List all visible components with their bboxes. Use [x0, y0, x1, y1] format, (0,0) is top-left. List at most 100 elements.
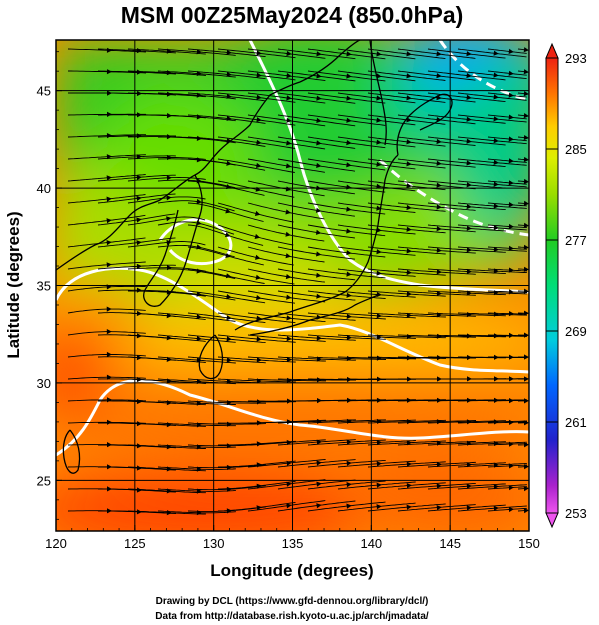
streamline [307, 439, 386, 446]
streamline-arrow [106, 69, 112, 75]
streamline-arrow [316, 335, 322, 341]
streamline-arrow [466, 440, 472, 446]
streamline-arrow [346, 51, 352, 57]
streamline-arrow [136, 376, 142, 383]
streamline-arrow [167, 265, 172, 271]
streamline-arrow [254, 233, 261, 239]
y-axis-label: Latitude (degrees) [4, 211, 23, 358]
streamline [217, 48, 296, 59]
streamline [397, 224, 476, 233]
streamline-arrow [508, 136, 514, 142]
streamline-arrow [166, 422, 172, 428]
streamline [157, 334, 236, 343]
streamline-arrow [508, 267, 514, 273]
streamline-arrow [256, 336, 262, 342]
streamline [457, 48, 527, 58]
streamline-arrow [255, 274, 261, 280]
streamline-arrow [137, 112, 142, 118]
streamline-arrow [406, 248, 412, 254]
streamline-arrow [508, 202, 514, 208]
streamline-arrow [376, 205, 382, 211]
streamline-arrow [523, 464, 529, 470]
streamline-arrow [406, 419, 412, 425]
streamline [367, 461, 446, 468]
streamline [97, 193, 176, 204]
streamline-arrow [136, 48, 142, 54]
streamline-arrow [286, 481, 292, 487]
coastline-russia [299, 40, 361, 83]
streamline-arrow [285, 209, 291, 215]
streamline [427, 202, 506, 211]
streamline-arrow [493, 333, 499, 339]
streamline-arrow [407, 376, 412, 382]
streamline-arrow [226, 160, 232, 166]
streamline [427, 70, 506, 81]
streamline-arrow [136, 154, 142, 160]
streamline-arrow [256, 295, 262, 301]
streamline-arrow [466, 483, 472, 489]
streamline-arrow [316, 460, 322, 466]
streamline-arrow [494, 376, 499, 382]
streamline-arrow [436, 483, 442, 489]
streamline-arrow [466, 160, 472, 166]
streamline-arrow [286, 50, 292, 57]
streamline [307, 202, 386, 215]
streamline-arrow [196, 70, 202, 77]
streamline-arrow [226, 49, 232, 55]
streamline-arrow [196, 466, 202, 472]
streamline-arrow [196, 92, 202, 98]
streamline-arrow [225, 273, 232, 279]
streamline [307, 334, 386, 340]
colorbar-top-triangle [545, 42, 559, 59]
streamline-arrow [376, 397, 382, 403]
streamline-arrow [226, 138, 232, 144]
streamline [397, 268, 476, 275]
streamline [487, 158, 527, 163]
streamline-arrow [166, 378, 172, 384]
streamline-arrow [509, 354, 514, 360]
streamline-arrow [346, 140, 352, 146]
streamline [307, 180, 386, 193]
streamline [157, 179, 236, 189]
streamline-arrow [523, 156, 529, 163]
streamline [187, 312, 266, 324]
colorbar-tick-label: 293 [565, 51, 587, 66]
streamline-arrow [509, 332, 514, 338]
streamline [397, 290, 476, 296]
streamline-arrow [376, 313, 382, 319]
streamline-arrow [493, 159, 499, 165]
streamline [487, 92, 527, 98]
streamline-arrow [316, 95, 322, 101]
streamline [457, 136, 527, 145]
streamline [157, 488, 236, 492]
streamline-arrow [376, 117, 382, 123]
streamline-arrow [436, 290, 442, 296]
streamline-arrow [346, 292, 352, 298]
streamline [457, 484, 527, 490]
streamline-arrow [346, 503, 352, 509]
streamline-arrow [136, 355, 142, 361]
streamline-arrow [196, 488, 202, 494]
streamline-arrow [493, 419, 499, 425]
streamline-arrow [346, 228, 352, 234]
streamline [307, 459, 386, 468]
streamline-arrow [377, 376, 382, 382]
streamline-arrow [166, 335, 172, 341]
streamline [277, 202, 355, 217]
streamline-arrow [316, 481, 322, 487]
streamline-arrow [286, 95, 292, 101]
streamline-arrow [524, 354, 529, 360]
streamline [157, 466, 236, 470]
streamline-arrow [466, 419, 472, 425]
streamline [457, 462, 527, 468]
streamline-arrow [436, 312, 442, 318]
streamline [157, 48, 236, 56]
streamline-arrow [166, 356, 172, 362]
streamline-arrow [406, 397, 412, 403]
streamline-arrow [106, 306, 112, 312]
streamline-arrow [285, 231, 291, 237]
x-tick-label: 150 [518, 536, 540, 551]
streamline-arrow [346, 162, 352, 168]
streamline-arrow [166, 466, 172, 472]
streamline-arrow [509, 376, 514, 382]
